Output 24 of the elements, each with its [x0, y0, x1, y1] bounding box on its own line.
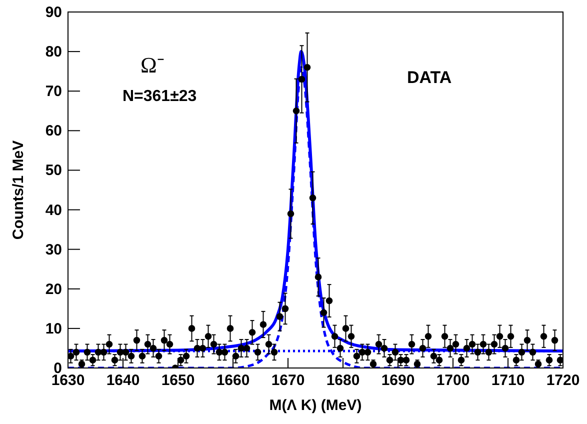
y-tick-label: 90 — [45, 4, 62, 21]
x-tick-label: 1720 — [546, 372, 580, 389]
x-tick-label: 1700 — [436, 372, 470, 389]
y-tick-label: 50 — [45, 162, 62, 180]
y-tick-label: 30 — [45, 241, 62, 258]
x-tick-label: 1680 — [326, 372, 360, 389]
x-axis-title: M(Λ K) (MeV) — [269, 397, 362, 414]
y-axis-title: Counts/1 MeV — [10, 140, 27, 240]
annotation: Ω⁻ — [140, 52, 164, 78]
y-tick-label: 40 — [45, 202, 62, 219]
x-tick-label: 1630 — [51, 372, 85, 389]
y-tick-label: 80 — [45, 44, 62, 61]
annotation: DATA — [407, 68, 452, 88]
x-tick-label: 1640 — [106, 372, 140, 389]
y-tick-label: 70 — [45, 83, 62, 100]
y-tick-label: 20 — [45, 280, 62, 298]
y-tick-label: 10 — [45, 320, 62, 338]
x-tick-label: 1690 — [381, 372, 415, 389]
x-tick-label: 1660 — [216, 372, 250, 389]
x-tick-label: 1650 — [161, 372, 195, 389]
y-tick-label: 60 — [45, 122, 62, 140]
x-tick-label: 1710 — [491, 372, 525, 389]
annotation: N=361±23 — [122, 88, 197, 105]
x-tick-label: 1670 — [271, 372, 305, 389]
